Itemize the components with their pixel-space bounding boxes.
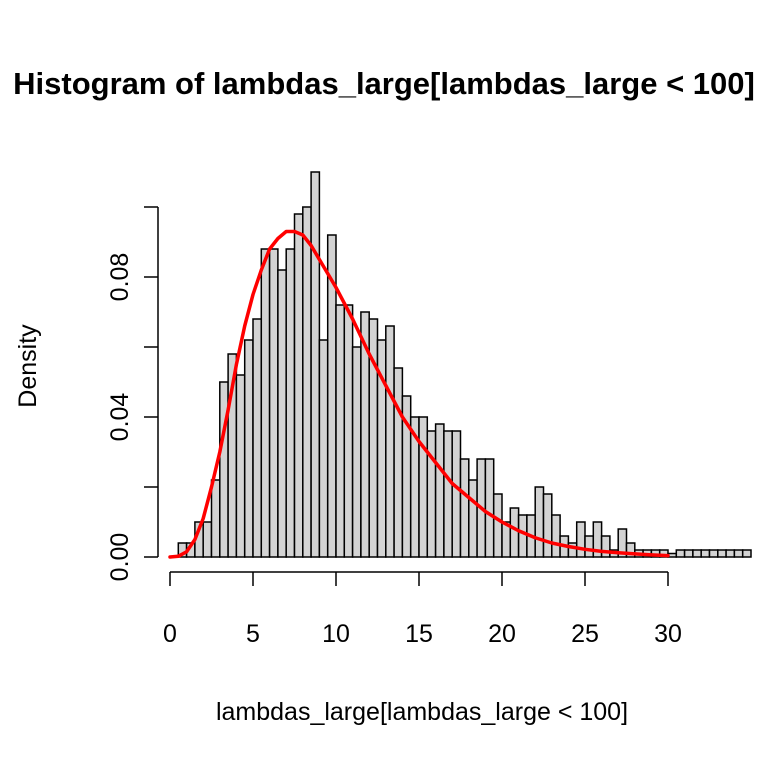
histogram-bar xyxy=(717,549,727,558)
histogram-bar xyxy=(675,549,686,558)
x-tick-label: 5 xyxy=(246,620,260,648)
histogram-bar xyxy=(741,549,752,558)
histogram-bar xyxy=(733,549,744,558)
y-axis-title: Density xyxy=(14,324,42,408)
histogram-bar xyxy=(235,374,246,558)
histogram-bar xyxy=(517,514,528,558)
histogram-bar xyxy=(243,339,254,558)
x-axis-title: lambdas_large[lambdas_large < 100] xyxy=(216,698,628,726)
histogram-bar xyxy=(351,346,362,558)
histogram-bar xyxy=(534,486,545,558)
density-curve-layer xyxy=(168,229,670,559)
histogram-bar xyxy=(310,171,321,558)
histogram-bar xyxy=(468,479,478,558)
histogram-bar xyxy=(293,213,304,558)
histogram-bar xyxy=(426,430,437,558)
histogram-bar xyxy=(484,458,495,558)
x-tick-label: 25 xyxy=(571,620,599,648)
histogram-bar xyxy=(252,318,263,558)
histogram-bar xyxy=(492,493,503,558)
x-tick-label: 30 xyxy=(654,620,682,648)
histogram-bar xyxy=(393,367,404,558)
histogram-bar xyxy=(459,458,470,558)
x-tick-label: 0 xyxy=(163,620,177,648)
histogram-bar xyxy=(584,535,595,558)
histogram-bar xyxy=(542,493,553,558)
density-curve xyxy=(168,229,670,559)
histogram-bar xyxy=(385,325,395,558)
chart-title: Histogram of lambdas_large[lambdas_large… xyxy=(13,66,755,101)
histogram-bar xyxy=(335,304,346,558)
x-axis: 0 5 10 15 20 25 30 xyxy=(163,571,682,648)
x-tick-label: 15 xyxy=(405,620,433,648)
histogram-bar xyxy=(302,206,312,558)
histogram-bar xyxy=(443,430,453,558)
histogram-bar xyxy=(575,521,586,558)
histogram-bar xyxy=(551,514,561,558)
x-tick-label: 20 xyxy=(488,620,516,648)
y-tick-label: 0.08 xyxy=(106,253,134,302)
histogram-bar xyxy=(343,304,354,558)
histogram-bar xyxy=(725,549,736,558)
histogram-bar xyxy=(277,269,287,558)
y-tick-label: 0.00 xyxy=(106,533,134,582)
histogram-bar xyxy=(683,549,694,558)
histogram-bar xyxy=(318,339,329,558)
histogram-bar xyxy=(451,430,462,558)
histogram-bar xyxy=(285,248,296,558)
histogram-bar xyxy=(700,549,711,558)
histogram-bar xyxy=(434,423,445,558)
histogram-bar xyxy=(210,479,221,558)
x-tick-label: 10 xyxy=(322,620,350,648)
histogram-bar xyxy=(509,507,520,558)
histogram-bar xyxy=(600,535,611,558)
histogram-bars xyxy=(177,171,752,558)
histogram-bar xyxy=(708,549,719,558)
histogram-bar xyxy=(418,416,429,558)
histogram-bar xyxy=(260,248,271,558)
histogram-bar xyxy=(202,521,213,558)
y-axis: 0.00 0.04 0.08 xyxy=(106,206,159,582)
y-tick-label: 0.04 xyxy=(106,393,134,442)
histogram-bar xyxy=(692,549,702,558)
histogram-bar xyxy=(268,248,279,558)
